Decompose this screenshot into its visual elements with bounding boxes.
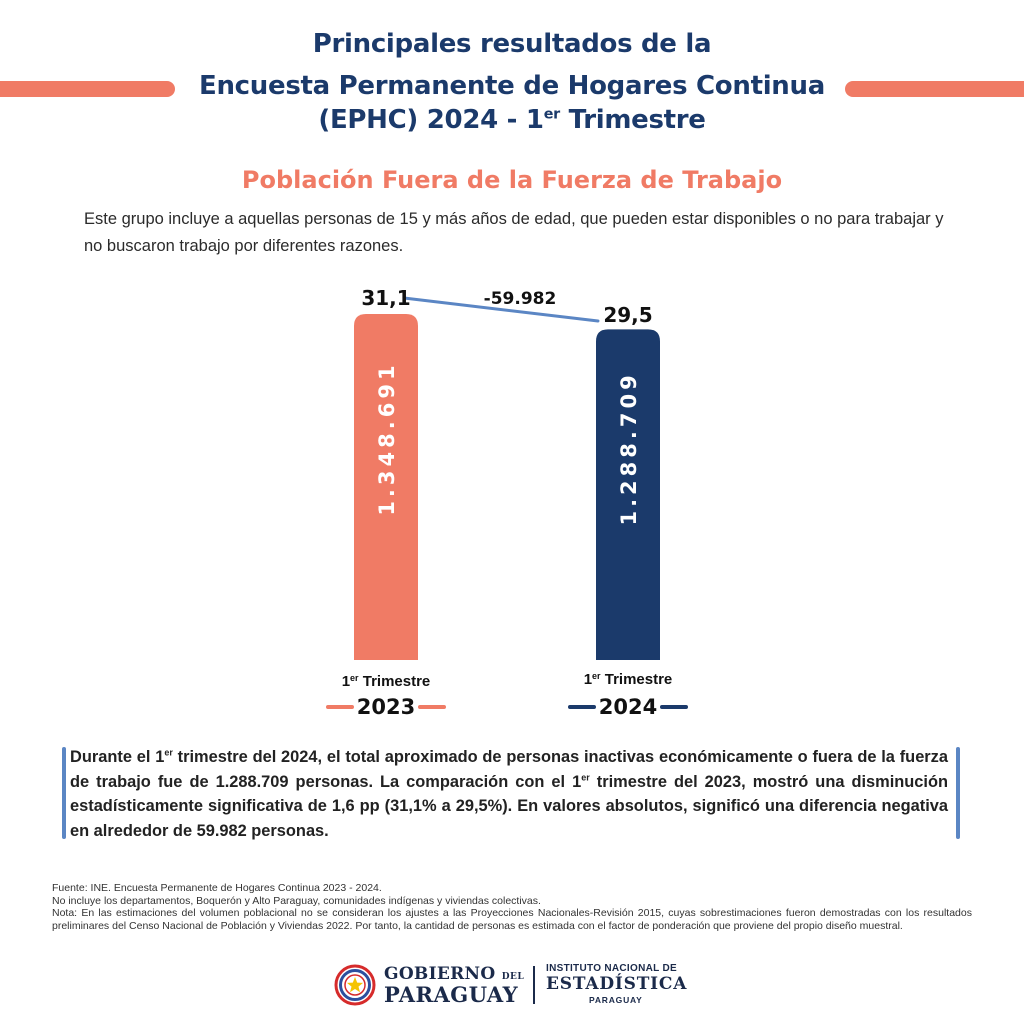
title-line-3-post: Trimestre: [559, 105, 706, 135]
footer-logos: GOBIERNO DEL PARAGUAY INSTITUTO NACIONAL…: [330, 960, 700, 1012]
paraguay-emblem-icon: [334, 964, 376, 1006]
connector-line: [402, 296, 600, 323]
ine-line-3: PARAGUAY: [589, 995, 643, 1005]
bar-value-label-1: 1.288.709: [617, 371, 641, 525]
title-line-1: Principales resultados de la: [312, 29, 712, 59]
title-line-3-sup: er: [543, 106, 560, 123]
rate-label-1: 29,5: [603, 303, 652, 327]
rate-label-0: 31,1: [361, 286, 410, 310]
ine-line-1: INSTITUTO NACIONAL DE: [546, 963, 677, 974]
title-line-3-pre: (EPHC) 2024 - 1: [318, 105, 544, 135]
section-description: Este grupo incluye a aquellas personas d…: [84, 210, 944, 255]
category-quarter-label-1: 1er Trimestre: [584, 671, 673, 688]
summary-line1-pre: Durante el 1: [70, 748, 165, 766]
del-word: DEL: [501, 972, 525, 982]
difference-label: -59.982: [484, 289, 557, 309]
summary-sup-2: er: [581, 772, 590, 783]
gobierno-word: GOBIERNO: [384, 964, 496, 984]
bar-value-label-0: 1.348.691: [375, 361, 399, 515]
coverage-note: No incluye los departamentos, Boquerón y…: [52, 894, 541, 907]
category-year-label-1: 2024: [599, 695, 657, 719]
summary-border-right: [956, 747, 960, 839]
summary-box: Durante el 1er trimestre del 2024, el to…: [62, 745, 960, 841]
summary-line1-post: trimestre del 2024, el total aproximado …: [70, 748, 948, 791]
bar-chart: 1.348.691 1.288.709 31,1 29,5 -59.982 1er Tri…: [326, 286, 688, 719]
category-year-label-0: 2023: [357, 695, 415, 719]
footnotes: Fuente: INE. Encuesta Permanente de Hoga…: [52, 882, 972, 932]
summary-text: Durante el 1er trimestre del 2024, el to…: [70, 745, 948, 843]
paraguay-label: PARAGUAY: [384, 982, 519, 1007]
decorative-bar-right: [845, 81, 1024, 97]
bar-1: [596, 329, 660, 660]
title-line-2: Encuesta Permanente de Hogares Continua: [199, 71, 825, 101]
source-note: Fuente: INE. Encuesta Permanente de Hoga…: [52, 882, 382, 894]
section-subtitle: Población Fuera de la Fuerza de Trabajo: [241, 166, 783, 194]
summary-line2-post: trimestre del 2023, mostró una disminuci…: [70, 772, 949, 840]
title-line-3: (EPHC) 2024 - 1er Trimestre: [0, 105, 1024, 135]
decorative-bar-left: [0, 81, 175, 97]
summary-border-left: [62, 747, 66, 839]
bar-0: [354, 314, 418, 660]
methodology-note: Nota: En las estimaciones del volumen po…: [52, 907, 972, 932]
gobierno-label: GOBIERNO DEL: [384, 964, 524, 984]
category-quarter-label-0: 1er Trimestre: [342, 673, 431, 690]
summary-sup-1: er: [164, 747, 173, 758]
ine-line-2: ESTADÍSTICA: [546, 974, 688, 994]
logo-separator: [533, 966, 535, 1004]
